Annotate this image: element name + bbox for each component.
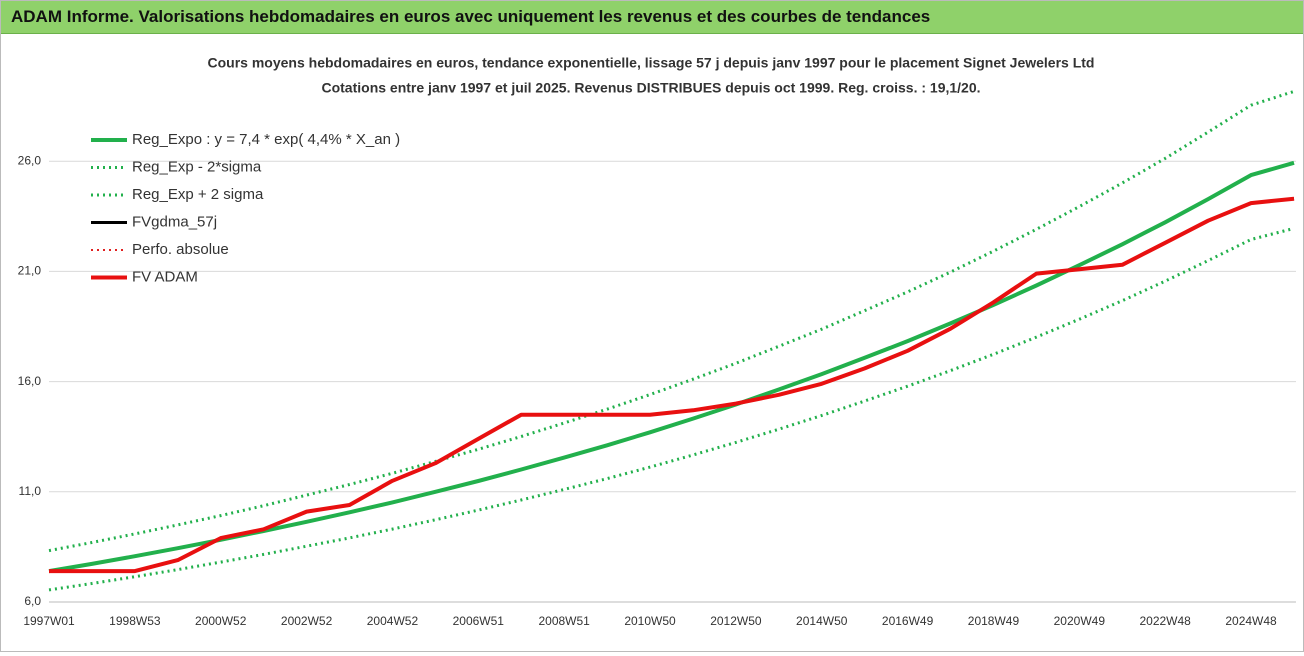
series-line — [48, 226, 1295, 592]
x-tick-label: 2008W51 — [538, 614, 590, 628]
series-line — [48, 160, 1295, 574]
y-tick-label: 6,0 — [24, 594, 41, 608]
legend-label: FV ADAM — [132, 268, 198, 285]
y-tick-label: 11,0 — [19, 484, 42, 498]
legend-label: Reg_Expo : y = 7,4 * exp( 4,4% * X_an ) — [132, 131, 400, 148]
series-line — [49, 197, 1295, 573]
x-tick-label: 1997W01 — [23, 614, 75, 628]
x-tick-label: 2006W51 — [453, 614, 505, 628]
x-tick-label: 2018W49 — [968, 614, 1020, 628]
x-tick-label: 2002W52 — [281, 614, 333, 628]
series-line — [48, 89, 1295, 553]
x-tick-label: 2004W52 — [367, 614, 419, 628]
x-tick-label: 2012W50 — [710, 614, 762, 628]
legend-label: Reg_Exp + 2 sigma — [132, 186, 264, 203]
legend-label: Reg_Exp - 2*sigma — [132, 158, 262, 175]
series-line — [49, 196, 1295, 574]
x-tick-label: 2022W48 — [1139, 614, 1191, 628]
legend-label: FVgdma_57j — [132, 213, 217, 230]
series-line — [49, 197, 1295, 573]
x-tick-label: 2024W48 — [1225, 614, 1277, 628]
page-title: ADAM Informe. Valorisations hebdomadaire… — [1, 1, 1303, 34]
chart-subtitle: Cotations entre janv 1997 et juil 2025. … — [321, 80, 980, 96]
x-tick-label: 2014W50 — [796, 614, 848, 628]
x-tick-label: 2020W49 — [1054, 614, 1106, 628]
x-tick-label: 2010W50 — [624, 614, 676, 628]
x-tick-label: 1998W53 — [109, 614, 161, 628]
chart-title: Cours moyens hebdomadaires en euros, ten… — [208, 55, 1095, 71]
y-tick-label: 26,0 — [18, 153, 42, 167]
x-tick-label: 2000W52 — [195, 614, 247, 628]
legend-label: Perfo. absolue — [132, 241, 229, 258]
x-tick-label: 2016W49 — [882, 614, 934, 628]
chart: Cours moyens hebdomadaires en euros, ten… — [18, 55, 1296, 628]
y-tick-label: 21,0 — [18, 264, 42, 278]
y-tick-label: 16,0 — [18, 374, 42, 388]
